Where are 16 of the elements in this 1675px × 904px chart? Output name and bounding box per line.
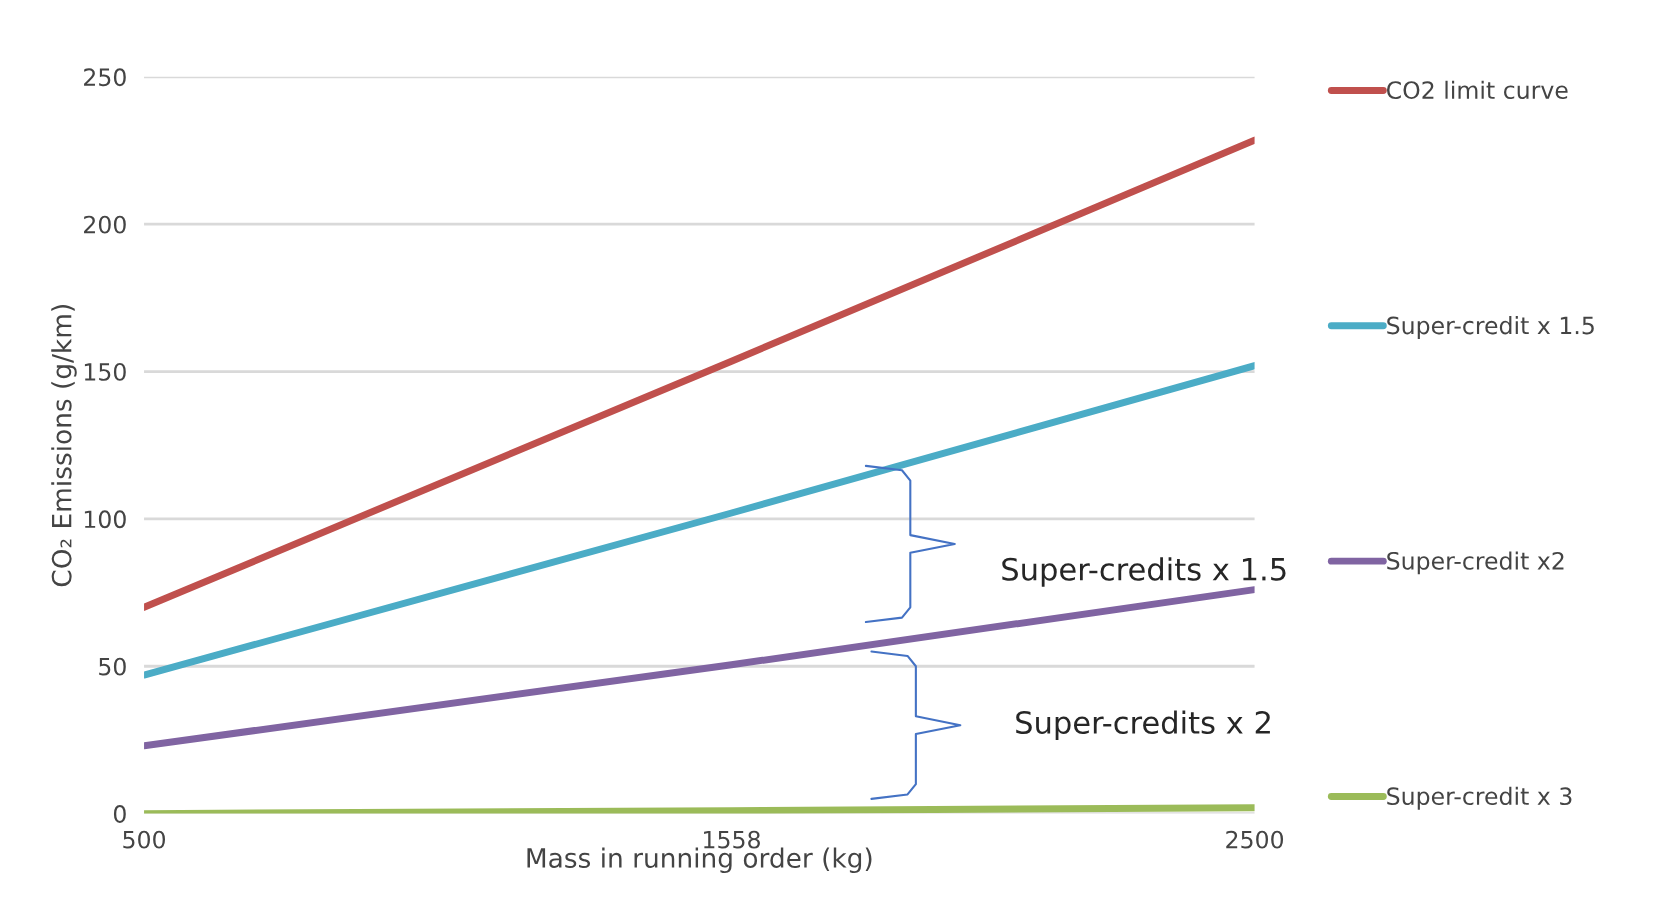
y-tick-label: 200 bbox=[84, 215, 126, 234]
annotation: Super-credits x 2 bbox=[1016, 710, 1270, 740]
y-axis-title: CO₂ Emissions (g/km) bbox=[51, 305, 77, 587]
y-tick-label: 100 bbox=[84, 510, 126, 529]
y-tick-label: 250 bbox=[84, 68, 126, 87]
legend-label: Super-credit x 3 bbox=[1387, 786, 1572, 810]
y-tick-label: 0 bbox=[113, 805, 126, 823]
x-tick-label: 2500 bbox=[1226, 830, 1284, 849]
x-tick-label: 1558 bbox=[704, 830, 760, 849]
legend-label: Super-credit x 1.5 bbox=[1387, 316, 1594, 339]
annotation: Super-credits x 1.5 bbox=[1002, 557, 1286, 587]
legend-label: Super-credit x2 bbox=[1387, 551, 1564, 575]
legend-label: CO2 limit curve bbox=[1386, 80, 1568, 100]
x-tick-label: 500 bbox=[123, 830, 166, 849]
y-tick-label: 50 bbox=[99, 657, 126, 676]
y-tick-label: 150 bbox=[84, 362, 126, 381]
